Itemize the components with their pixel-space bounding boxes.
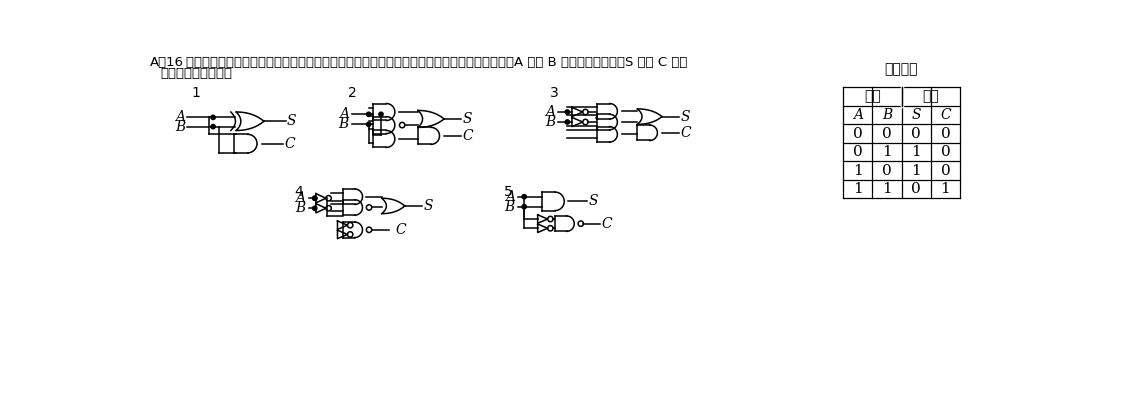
Text: 1: 1 xyxy=(192,86,201,100)
Text: 4: 4 xyxy=(294,185,303,199)
Text: 0: 0 xyxy=(853,126,863,141)
Text: 0: 0 xyxy=(882,163,892,178)
Text: 出力: 出力 xyxy=(923,89,940,104)
Text: A: A xyxy=(853,108,863,122)
Text: 0: 0 xyxy=(941,126,950,141)
Text: A: A xyxy=(175,110,185,124)
Text: C: C xyxy=(396,223,406,237)
Text: 0: 0 xyxy=(911,182,920,196)
Text: 1: 1 xyxy=(911,163,920,178)
Text: A: A xyxy=(338,107,349,121)
Text: 5: 5 xyxy=(504,185,513,199)
Text: B: B xyxy=(296,201,306,215)
Text: れぞれ出力とする。: れぞれ出力とする。 xyxy=(161,66,232,79)
Text: A: A xyxy=(505,190,515,204)
Circle shape xyxy=(565,110,570,114)
Text: S: S xyxy=(589,194,598,208)
Text: S: S xyxy=(462,112,473,126)
Text: A: A xyxy=(545,105,555,119)
Text: S: S xyxy=(680,110,690,123)
Text: 0: 0 xyxy=(853,145,863,159)
Circle shape xyxy=(379,112,384,116)
Text: C: C xyxy=(462,129,474,143)
Text: 1: 1 xyxy=(882,182,892,196)
Text: 入力: 入力 xyxy=(864,89,881,104)
Circle shape xyxy=(367,112,371,116)
Text: S: S xyxy=(911,108,920,122)
Text: 0: 0 xyxy=(941,163,950,178)
Text: C: C xyxy=(601,217,611,231)
Circle shape xyxy=(565,120,570,124)
Text: A－16: A－16 xyxy=(150,56,184,69)
Text: C: C xyxy=(940,108,951,122)
Text: S: S xyxy=(287,114,297,128)
Text: 1: 1 xyxy=(941,182,950,196)
Circle shape xyxy=(312,206,317,210)
Circle shape xyxy=(312,196,317,200)
Text: B: B xyxy=(504,200,515,214)
Text: B: B xyxy=(882,108,892,122)
Text: 3: 3 xyxy=(549,86,558,100)
Text: 1: 1 xyxy=(882,145,892,159)
Circle shape xyxy=(522,205,527,209)
Circle shape xyxy=(211,124,215,129)
Text: B: B xyxy=(175,120,185,134)
Text: 0: 0 xyxy=(911,126,920,141)
Text: 1: 1 xyxy=(853,163,863,178)
Text: 真理値表: 真理値表 xyxy=(884,62,918,76)
Text: S: S xyxy=(423,199,433,213)
Text: A: A xyxy=(296,191,306,205)
Text: 次に示す真理値表と異なる動作をする論理回路を下の番号から選べ。ただし、正論理とし、A 及び B をそれぞれ入力、S 及び C をそ: 次に示す真理値表と異なる動作をする論理回路を下の番号から選べ。ただし、正論理とし… xyxy=(186,56,688,69)
Text: 0: 0 xyxy=(941,145,950,159)
Text: 1: 1 xyxy=(853,182,863,196)
Circle shape xyxy=(211,115,215,120)
Text: B: B xyxy=(545,115,555,129)
Text: B: B xyxy=(338,117,349,131)
Text: 1: 1 xyxy=(911,145,920,159)
Circle shape xyxy=(367,122,371,126)
Text: C: C xyxy=(284,136,296,150)
Text: 0: 0 xyxy=(882,126,892,141)
Text: C: C xyxy=(680,126,691,140)
Circle shape xyxy=(312,196,317,200)
Text: 2: 2 xyxy=(347,86,356,100)
Circle shape xyxy=(522,194,527,199)
